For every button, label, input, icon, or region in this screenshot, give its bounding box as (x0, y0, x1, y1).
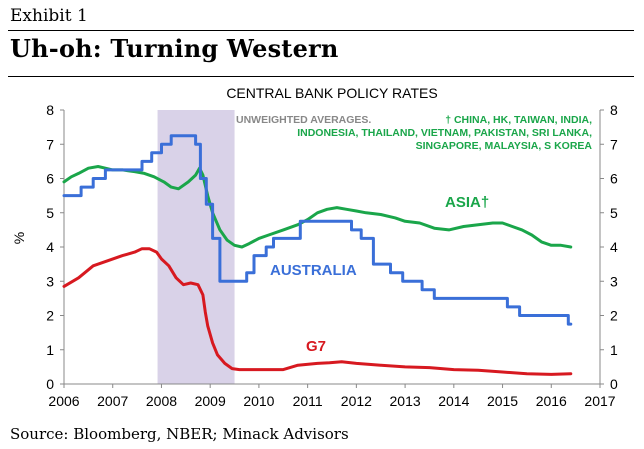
recession-band (157, 110, 235, 384)
headline-rule (8, 76, 634, 77)
y-axis-left: 0 1 2 3 4 5 6 7 8 (46, 102, 65, 392)
x-tick-label: 2008 (146, 393, 177, 409)
chart-title: CENTRAL BANK POLICY RATES (226, 85, 437, 101)
note-countries-line-2: INDONESIA, THAILAND, VIETNAM, PAKISTAN, … (297, 127, 592, 139)
x-axis: 2006 2007 2008 2009 2010 2011 2012 2013 2014 2015… (48, 383, 616, 409)
x-tick-label: 2016 (536, 393, 567, 409)
y-tick-label-right: 7 (610, 136, 618, 152)
y-tick-label-right: 2 (610, 308, 618, 324)
y-tick-label-right: 6 (610, 171, 618, 187)
y-tick-label-left: 2 (46, 308, 54, 324)
y-tick-label-left: 5 (46, 205, 54, 221)
x-tick-label: 2007 (97, 393, 128, 409)
y-tick-label-left: 7 (46, 136, 54, 152)
y-tick-label-left: 8 (46, 102, 54, 118)
y-tick-label-left: 1 (46, 342, 54, 358)
y-tick-label-right: 4 (610, 239, 618, 255)
series-label-australia: AUSTRALIA (270, 262, 357, 279)
x-tick-label: 2014 (438, 393, 469, 409)
series-lines (62, 134, 573, 376)
x-tick-label: 2009 (195, 393, 226, 409)
series-label-asia: ASIA† (445, 194, 489, 211)
y-tick-label-left: 3 (46, 273, 54, 289)
y-tick-label-left: 0 (46, 376, 54, 392)
y-tick-label-left: 6 (46, 171, 54, 187)
y-tick-label-right: 0 (610, 376, 618, 392)
page-title: Uh-oh: Turning Western (10, 34, 339, 63)
series-line-asia (62, 165, 573, 249)
y-tick-label-right: 1 (610, 342, 618, 358)
x-tick-label: 2015 (487, 393, 518, 409)
y-axis-right: 0 1 2 3 4 5 6 7 8 (599, 102, 618, 392)
series-line-g7 (62, 247, 573, 376)
y-tick-label-right: 5 (610, 205, 618, 221)
x-tick-label: 2012 (341, 393, 372, 409)
top-rule (8, 30, 634, 31)
x-tick-label: 2011 (293, 393, 323, 409)
x-tick-label: 2017 (584, 393, 615, 409)
x-tick-label: 2010 (243, 393, 274, 409)
exhibit-label: Exhibit 1 (10, 6, 88, 26)
note-unweighted: UNWEIGHTED AVERAGES. (236, 114, 371, 126)
series-label-g7: G7 (306, 338, 326, 355)
series-line-australia (62, 134, 573, 326)
note-countries-line-3: SINGAPORE, MALAYSIA, S KOREA (416, 140, 593, 152)
source-note: Source: Bloomberg, NBER; Minack Advisors (10, 425, 349, 443)
x-tick-label: 2006 (48, 393, 79, 409)
note-countries-line-1: † CHINA, HK, TAIWAN, INDIA, (445, 114, 592, 126)
policy-rates-chart: CENTRAL BANK POLICY RATES 0 1 2 3 4 5 6 7 8 0 1 2 3… (11, 85, 618, 409)
y-tick-label-right: 8 (610, 102, 618, 118)
y-tick-label-right: 3 (610, 273, 618, 289)
y-axis-label: % (11, 232, 27, 244)
x-tick-label: 2013 (390, 393, 421, 409)
y-tick-label-left: 4 (46, 239, 54, 255)
